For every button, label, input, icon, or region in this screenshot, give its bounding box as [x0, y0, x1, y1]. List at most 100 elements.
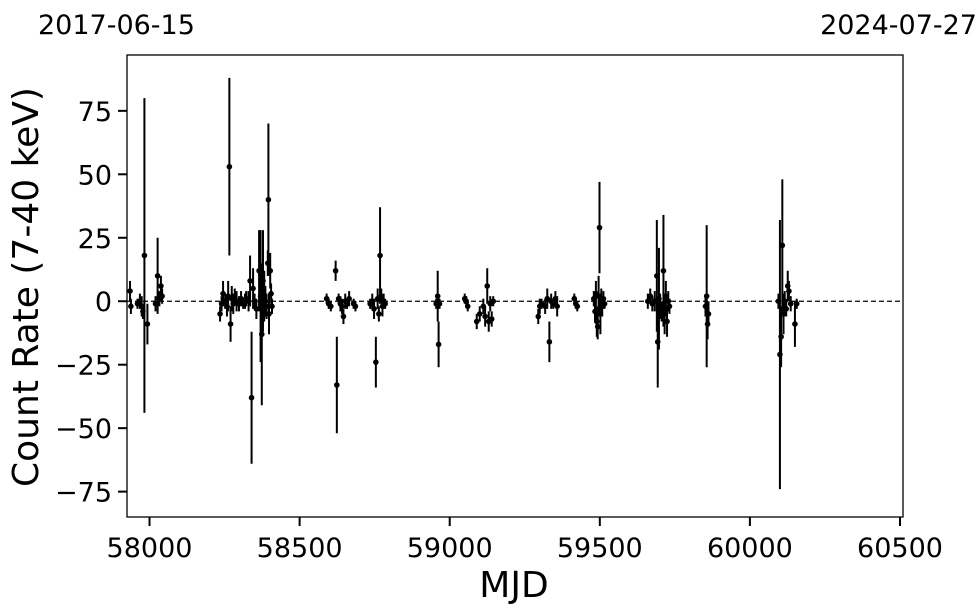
x-tick-label: 58500: [257, 533, 343, 564]
data-point: [476, 306, 483, 322]
y-tick-label: −25: [55, 351, 112, 382]
data-point: [258, 263, 265, 406]
data-point: [127, 280, 133, 302]
data-marker: [663, 293, 669, 299]
y-axis-ticks: −75 −50 −25 0 25 50 75: [55, 97, 127, 509]
data-point: [352, 301, 359, 312]
data-marker: [488, 316, 495, 322]
data-point: [332, 260, 339, 281]
x-tick-label: 60000: [707, 533, 793, 564]
data-point: [703, 225, 710, 368]
data-point: [464, 301, 471, 312]
x-tick-label: 58000: [107, 533, 193, 564]
data-marker: [786, 288, 792, 294]
data-marker: [554, 303, 560, 310]
data-marker: [778, 333, 784, 340]
data-point: [248, 331, 255, 464]
start-date-label: 2017-06-15: [38, 10, 195, 41]
data-point: [436, 298, 443, 309]
data-point: [663, 280, 669, 312]
data-point: [128, 298, 134, 314]
data-point: [482, 306, 488, 327]
data-point: [594, 313, 601, 340]
data-marker: [268, 290, 274, 297]
data-marker: [779, 242, 786, 249]
x-tick-label: 59000: [407, 533, 493, 564]
data-point: [666, 298, 673, 314]
data-point: [339, 298, 345, 314]
data-point: [435, 321, 442, 368]
data-marker: [127, 288, 133, 294]
data-point: [535, 308, 542, 325]
data-marker: [434, 293, 441, 299]
data-point: [377, 207, 383, 304]
data-point: [371, 298, 377, 319]
data-point: [488, 311, 495, 327]
data-marker: [128, 303, 134, 310]
data-marker: [247, 278, 253, 284]
data-point: [159, 288, 165, 304]
data-point: [661, 293, 668, 335]
data-point: [265, 123, 272, 276]
data-marker: [596, 224, 603, 231]
data-marker: [705, 311, 712, 317]
data-marker: [780, 311, 787, 317]
data-point: [346, 291, 352, 307]
data-marker: [328, 303, 334, 310]
y-tick-label: −50: [55, 414, 112, 445]
data-point: [786, 280, 792, 302]
data-marker: [217, 311, 223, 317]
data-point: [376, 306, 382, 322]
data-point: [596, 181, 603, 274]
data-point: [269, 298, 275, 314]
plot-axes: 58000 58500 59000 59500 60000 60500 −75 −50 −25…: [55, 54, 943, 564]
data-point: [382, 298, 388, 309]
data-point: [334, 336, 340, 434]
x-axis-ticks: 58000 58500 59000 59500 60000 60500: [107, 517, 943, 564]
data-marker: [660, 267, 667, 274]
plot-frame: [126, 54, 904, 518]
data-marker: [265, 196, 272, 203]
x-tick-label: 59500: [557, 533, 643, 564]
data-marker: [435, 341, 442, 348]
data-point: [473, 313, 480, 330]
end-date-label: 2024-07-27: [820, 10, 977, 41]
data-marker: [332, 267, 339, 274]
data-marker: [601, 300, 608, 307]
data-marker: [482, 313, 488, 320]
data-point: [783, 301, 790, 317]
data-point: [247, 255, 253, 307]
data-point: [434, 270, 441, 322]
data-point: [227, 306, 234, 342]
data-marker: [792, 321, 798, 327]
data-point: [705, 301, 712, 327]
data-marker: [258, 331, 265, 338]
data-marker: [263, 303, 270, 310]
data-marker: [267, 267, 273, 274]
data-marker: [594, 323, 601, 330]
y-axis-label: Count Rate (7-40 keV): [6, 87, 47, 487]
data-marker: [144, 321, 151, 327]
x-axis-label: MJD: [479, 565, 548, 606]
data-marker: [787, 300, 794, 307]
x-tick-label: 60500: [857, 533, 943, 564]
data-marker: [535, 313, 542, 320]
data-point: [144, 303, 151, 345]
data-marker: [436, 300, 443, 307]
data-marker: [269, 303, 275, 310]
data-marker: [159, 293, 165, 299]
data-marker: [248, 394, 255, 401]
data-marker: [490, 298, 497, 305]
data-marker: [227, 321, 234, 327]
data-marker: [664, 318, 670, 325]
data-marker: [484, 283, 491, 289]
data-point: [158, 275, 164, 297]
data-point: [226, 77, 233, 256]
data-point: [787, 296, 794, 312]
data-point: [328, 301, 334, 312]
data-marker: [382, 300, 388, 307]
data-marker: [253, 306, 260, 312]
data-point: [373, 336, 379, 388]
data-points: [127, 77, 800, 490]
